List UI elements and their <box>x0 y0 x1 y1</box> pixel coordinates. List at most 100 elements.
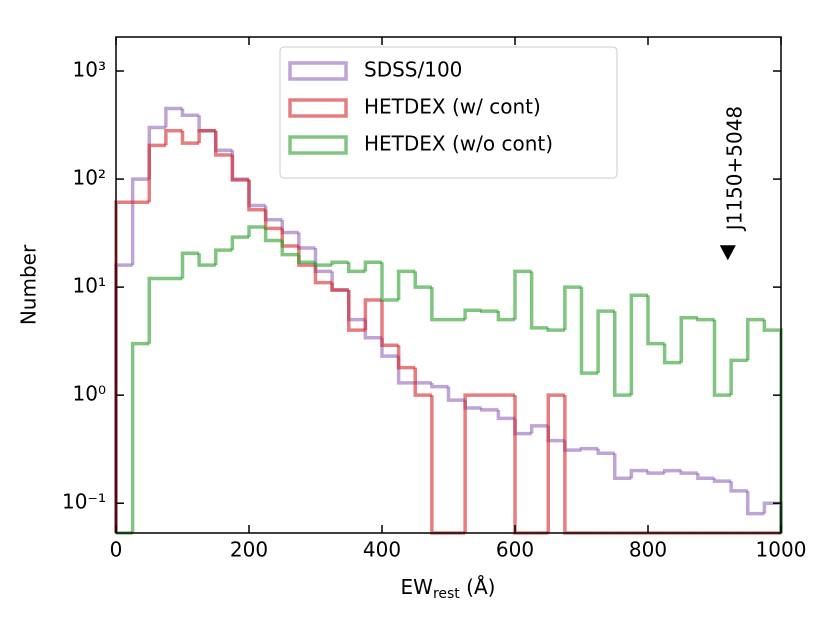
series <box>116 225 783 535</box>
y-tick-label: 10³ <box>73 58 106 82</box>
annotation-marker <box>719 245 736 261</box>
hist-bin <box>513 395 532 535</box>
hist-bin <box>313 265 333 285</box>
hist-bin <box>480 408 499 412</box>
hist-bin <box>330 282 349 292</box>
hist-bin <box>613 311 632 397</box>
hist-bin <box>513 418 532 436</box>
hist-bin <box>546 327 565 332</box>
x-tick-label: 1000 <box>756 538 807 562</box>
hist-bin <box>546 393 565 533</box>
hist-bin <box>247 180 266 212</box>
hist-bin <box>180 130 200 145</box>
hist-bin <box>197 115 216 133</box>
hist-bin <box>729 481 748 493</box>
hist-bin <box>280 219 299 235</box>
annotation-text: J1150+5048 <box>722 106 746 232</box>
hist-bin <box>563 285 582 331</box>
hist-bin <box>496 409 515 421</box>
hist-bin <box>629 468 648 479</box>
hist-bin <box>130 177 150 266</box>
hist-bin <box>330 260 349 266</box>
hist-bin <box>197 253 216 267</box>
y-axis-label: Number <box>17 244 41 325</box>
x-tick-label: 400 <box>363 538 401 562</box>
hist-bin <box>563 440 582 452</box>
hist-bin <box>230 150 249 181</box>
hist-bin <box>430 382 449 389</box>
hist-bin <box>596 448 615 455</box>
hist-bin <box>214 130 233 157</box>
x-tick-label: 0 <box>110 538 123 562</box>
legend-box <box>279 46 618 179</box>
hist-bin <box>496 311 515 322</box>
hist-bin <box>646 470 665 475</box>
hist-bin <box>297 232 316 250</box>
hist-bin <box>613 453 632 481</box>
hist-bin <box>180 251 200 279</box>
x-tick-label: 200 <box>230 538 268 562</box>
hist-bin <box>214 248 233 266</box>
hist-bin <box>180 108 200 117</box>
hist-bin <box>563 395 582 535</box>
hist-bin <box>363 260 382 272</box>
legend-label: HETDEX (w/ cont) <box>364 95 541 119</box>
y-tick-label: 10² <box>73 166 106 190</box>
hist-bin <box>529 424 549 434</box>
hist-bin <box>662 468 682 474</box>
hist-bin <box>363 319 382 340</box>
hist-bin <box>679 316 698 363</box>
hist-bin <box>513 269 532 320</box>
hist-bin <box>696 473 715 481</box>
hist-bin <box>147 125 166 180</box>
hist-bin <box>130 341 150 533</box>
hist-bin <box>662 343 682 365</box>
hist-bin <box>463 400 482 410</box>
hist-bin <box>430 287 449 322</box>
hist-bin <box>247 225 266 238</box>
x-axis-label: EWrest (Å) <box>401 575 496 603</box>
hist-bin <box>729 358 748 396</box>
hist-bin <box>380 262 399 302</box>
hist-bin <box>413 367 432 397</box>
hist-bin <box>297 246 316 267</box>
hist-bin <box>114 263 133 533</box>
hist-bin <box>230 235 249 251</box>
hist-bin <box>712 319 732 397</box>
hist-bin <box>396 269 416 300</box>
hist-bin <box>396 356 416 385</box>
x-tick-label: 800 <box>629 538 667 562</box>
hist-bin <box>347 290 366 322</box>
hist-bin <box>463 393 482 533</box>
hist-bin <box>596 309 615 374</box>
legend-label: HETDEX (w/o cont) <box>364 132 553 156</box>
hist-bin <box>363 298 382 331</box>
hist-bin <box>313 262 333 267</box>
hist-bin <box>263 205 283 222</box>
hist-bin <box>147 276 166 344</box>
y-tick-label: 10⁻¹ <box>62 490 106 514</box>
hist-bin <box>629 293 648 396</box>
hist-bin <box>147 143 166 203</box>
x-tick-label: 600 <box>496 538 534 562</box>
hist-bin <box>679 470 698 475</box>
hist-bin <box>413 271 432 289</box>
hist-bin <box>446 386 466 402</box>
hist-bin <box>114 200 133 533</box>
y-tick-label: 10⁰ <box>73 382 106 406</box>
hist-bin <box>579 446 599 451</box>
hist-bin <box>579 287 599 375</box>
hist-bin <box>529 271 549 330</box>
x-label-sub: rest <box>433 586 460 602</box>
hist-bin <box>313 248 333 274</box>
x-label-main: EW <box>401 575 434 599</box>
hist-bin <box>712 478 732 483</box>
hist-bin <box>396 345 416 370</box>
hist-bin <box>762 319 783 533</box>
hist-bin <box>247 179 266 208</box>
legend-swatch <box>288 98 348 118</box>
hist-bin <box>480 309 499 313</box>
hist-bin <box>546 425 565 443</box>
x-label-unit: (Å) <box>460 575 496 599</box>
